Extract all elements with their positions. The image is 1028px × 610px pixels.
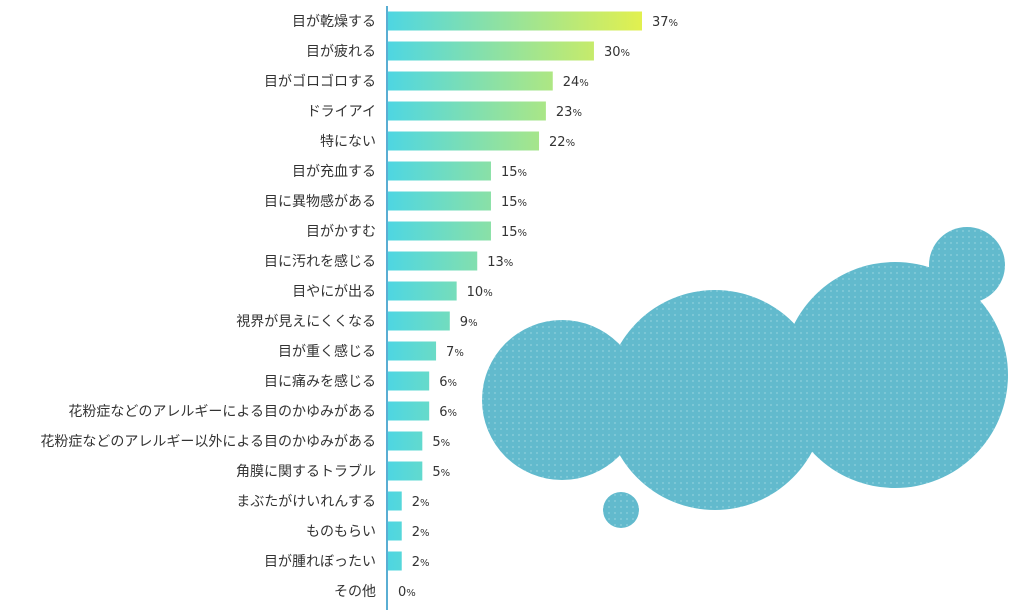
category-label: 視界が見えにくくなる	[236, 314, 376, 330]
category-label: 目が乾燥する	[292, 14, 376, 30]
bar	[388, 11, 642, 31]
value-label: 13%	[487, 255, 513, 270]
category-label: 特にない	[320, 134, 376, 150]
bar	[388, 71, 553, 91]
value-label: 24%	[563, 75, 589, 90]
bar	[388, 131, 540, 151]
bar	[388, 401, 430, 421]
bar	[388, 371, 430, 391]
bar	[388, 311, 450, 331]
bar	[388, 491, 402, 511]
category-label: 目がかすむ	[306, 224, 376, 240]
bar	[388, 41, 594, 61]
bars-group	[388, 11, 642, 571]
category-label: 花粉症などのアレルギーによる目のかゆみがある	[68, 404, 376, 420]
value-label: 30%	[604, 45, 630, 60]
category-label: 目に異物感がある	[264, 193, 376, 210]
category-label: 花粉症などのアレルギー以外による目のかゆみがある	[40, 434, 376, 450]
category-label: 目がゴロゴロする	[264, 73, 376, 90]
bar	[388, 191, 491, 211]
bar	[388, 161, 491, 181]
value-label: 2%	[412, 495, 430, 510]
value-label: 6%	[439, 375, 457, 390]
value-label: 10%	[467, 285, 493, 300]
value-label: 5%	[432, 465, 450, 480]
value-label: 15%	[501, 195, 527, 210]
category-labels: 目が乾燥する目が疲れる目がゴロゴロするドライアイ特にない目が充血する目に異物感が…	[40, 14, 376, 600]
value-label: 2%	[412, 555, 430, 570]
category-label: 目に痛みを感じる	[264, 373, 376, 390]
cloud-decoration	[482, 227, 1008, 528]
category-label: 目が腫れぼったい	[264, 554, 376, 570]
value-label: 23%	[556, 105, 582, 120]
bar	[388, 281, 457, 301]
bar	[388, 101, 546, 121]
value-label: 0%	[398, 585, 416, 600]
category-label: その他	[334, 584, 376, 600]
category-label: まぶたがけいれんする	[236, 494, 376, 510]
value-label: 9%	[460, 315, 478, 330]
value-label: 15%	[501, 225, 527, 240]
value-label: 37%	[652, 15, 678, 30]
bar	[388, 521, 402, 541]
value-label: 5%	[432, 435, 450, 450]
category-label: 角膜に関するトラブル	[236, 463, 376, 480]
bar	[388, 341, 437, 361]
category-label: 目やにが出る	[292, 284, 376, 300]
bar	[388, 551, 402, 571]
bar	[388, 431, 423, 451]
value-label: 6%	[439, 405, 457, 420]
category-label: ものもらい	[306, 524, 376, 540]
bar	[388, 461, 423, 481]
value-labels: 37% 30% 24% 23% 22% 15% 15% 15% 13% 10% 9% 7% 6% 6% 5%…	[398, 15, 678, 600]
category-label: 目が疲れる	[306, 43, 376, 60]
value-label: 15%	[501, 165, 527, 180]
bar	[388, 221, 491, 241]
bar	[388, 251, 478, 271]
category-label: ドライアイ	[307, 104, 376, 120]
value-label: 22%	[549, 135, 575, 150]
value-label: 7%	[446, 345, 464, 360]
value-label: 2%	[412, 525, 430, 540]
category-label: 目が充血する	[292, 164, 376, 180]
category-label: 目に汚れを感じる	[264, 253, 376, 270]
category-label: 目が重く感じる	[278, 343, 376, 360]
